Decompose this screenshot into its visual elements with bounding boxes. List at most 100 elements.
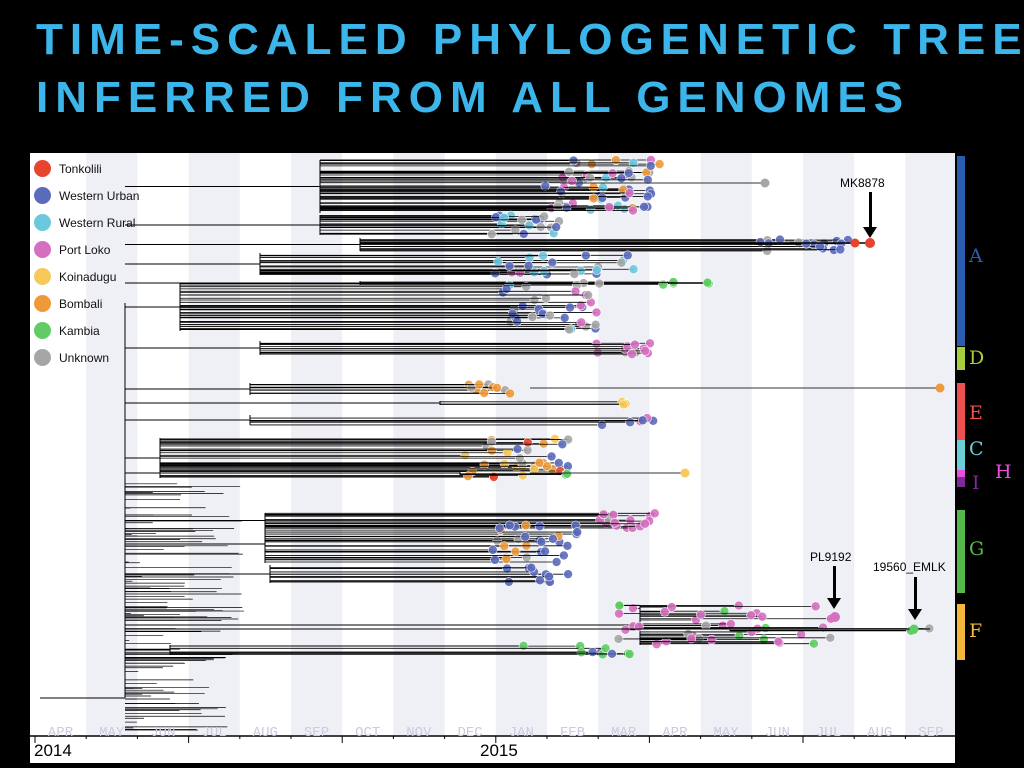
month-label: JUN [150, 725, 176, 741]
tip-node [576, 300, 586, 311]
tip-node [637, 415, 648, 426]
clade-label-d: D [969, 347, 985, 369]
tip-node [572, 527, 583, 537]
tip-node [538, 438, 549, 449]
clade-label-a: A [969, 245, 983, 267]
tip-node [491, 212, 501, 222]
tip-node [479, 459, 490, 470]
month-label: APR [47, 725, 74, 741]
legend-label: Koinadugu [59, 269, 117, 284]
tip-node [591, 307, 602, 318]
legend-item-western-rural: Western Rural [34, 209, 139, 236]
clade-bar-i [957, 477, 965, 487]
tip-node [546, 451, 557, 462]
tip-node [760, 178, 770, 188]
tip-node [520, 531, 530, 542]
tip-node [628, 157, 639, 168]
tip-node [541, 293, 551, 304]
tip-node [809, 638, 819, 649]
tip-node [630, 339, 640, 350]
tip-node [611, 155, 621, 165]
legend-item-koinadugu: Koinadugu [34, 263, 139, 290]
tip-node [620, 624, 631, 635]
tip-node [561, 202, 572, 213]
tip-node [585, 172, 595, 183]
tip-node [634, 621, 644, 632]
tip-node [557, 439, 568, 450]
year-label-2014: 2014 [34, 741, 72, 760]
tip-node [494, 523, 505, 534]
tip-node [564, 167, 574, 177]
tip-node [518, 470, 528, 481]
tip-node [512, 316, 522, 327]
tip-node [746, 610, 756, 621]
tree-canvas [30, 153, 955, 743]
tip-node [588, 193, 599, 204]
tip-node [645, 338, 655, 349]
tip-node [523, 261, 534, 271]
tip-node-pl9192 [830, 612, 840, 622]
tip-node [517, 301, 528, 311]
tip-node [622, 250, 633, 261]
tip-node [835, 244, 846, 255]
tip-node [520, 520, 531, 531]
clade-label-g: G [969, 538, 985, 560]
tip-node [534, 457, 545, 468]
legend-dot-icon [34, 322, 51, 339]
tip-node [529, 295, 540, 305]
tip-node [659, 607, 670, 617]
tip-node [535, 575, 545, 586]
tip-node [613, 200, 623, 211]
tip-node [583, 290, 593, 300]
month-label: JUN [764, 725, 790, 741]
tip-node [559, 313, 570, 323]
tip-node [568, 155, 579, 166]
tip-node [628, 603, 638, 614]
month-label: MAR [611, 725, 637, 741]
tip-node [536, 537, 547, 547]
clade-label-h: H [995, 461, 1012, 483]
tip-node [590, 319, 601, 330]
tip-node [567, 176, 577, 186]
tip-node [534, 521, 545, 532]
tip-node [613, 634, 624, 644]
tip-node [538, 251, 548, 261]
tip-node [640, 346, 650, 356]
tip-node [640, 518, 650, 529]
clade-bar-h [957, 470, 965, 477]
tip-node [539, 211, 549, 222]
month-label: OCT [355, 725, 381, 741]
tip-node [521, 552, 532, 563]
annotation-mk8878: MK8878 [840, 176, 885, 190]
tip-node [598, 182, 608, 193]
tip-node [680, 468, 690, 478]
tip-node [668, 277, 679, 287]
legend-dot-icon [34, 268, 51, 285]
slide-title-line-1: TIME-SCALED PHYLOGENETIC TREE [36, 15, 1024, 64]
legend-dot-icon [34, 187, 51, 204]
tip-node [501, 284, 512, 294]
month-label: JUL [201, 725, 227, 741]
tip-node [609, 518, 620, 528]
tip-node [524, 252, 535, 263]
tip-node [517, 215, 527, 225]
tip-node [815, 241, 825, 252]
tip-node [592, 265, 602, 275]
tip-node [639, 202, 649, 212]
tip-node [935, 383, 945, 393]
month-label: AUG [867, 725, 893, 741]
annotation-19560-emlk: 19560_EMLK [873, 560, 946, 574]
tip-node [556, 186, 566, 197]
tip-node [488, 545, 498, 555]
tip-node [654, 159, 665, 169]
tip-node [526, 562, 537, 573]
tip-node [625, 515, 636, 525]
tip-node [504, 261, 515, 271]
tip-node [701, 620, 711, 631]
annotation-pl9192: PL9192 [810, 550, 852, 564]
tip-node [487, 445, 497, 456]
arrow-down-icon [908, 577, 922, 620]
tip-node [570, 286, 581, 297]
month-stripe [905, 153, 955, 735]
clade-bar-c [957, 440, 965, 470]
